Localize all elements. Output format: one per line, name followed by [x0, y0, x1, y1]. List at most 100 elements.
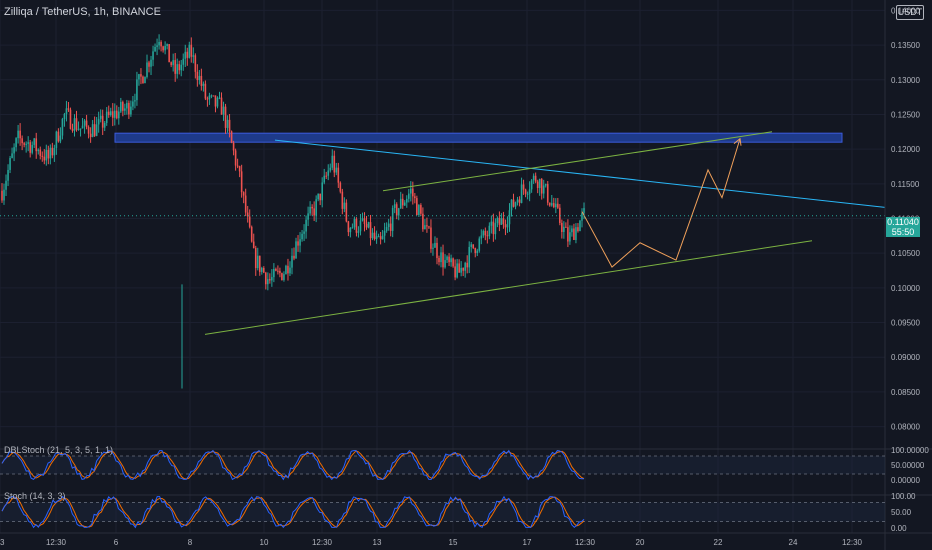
candle-body — [118, 111, 120, 119]
candle-body — [277, 270, 279, 272]
candle-body — [452, 258, 454, 267]
candle-body — [442, 252, 444, 268]
candle-body — [220, 97, 223, 115]
candle-body — [150, 59, 152, 67]
candle-body — [349, 227, 352, 233]
candle-body — [3, 189, 5, 201]
candle-body — [528, 189, 531, 194]
x-tick-label: 6 — [114, 538, 119, 547]
y-tick-label: 0.12500 — [891, 110, 920, 119]
candle-body — [248, 216, 251, 227]
candle-body — [508, 210, 511, 225]
ascending-support-line — [204, 240, 813, 335]
candle-body — [51, 147, 54, 156]
candle-body — [446, 256, 448, 261]
x-tick-label: 22 — [714, 538, 723, 547]
x-tick-label: 17 — [523, 538, 532, 547]
candle-body — [403, 202, 406, 206]
candle-body — [206, 98, 209, 100]
candle-body — [178, 64, 181, 71]
candle-body — [530, 180, 533, 190]
y-tick-label: 0.08000 — [891, 423, 920, 432]
dblstoch-label[interactable]: DBLStoch (21, 5, 3, 5, 1, 1) — [4, 445, 114, 455]
candle-body — [418, 205, 420, 215]
candle-body — [242, 192, 245, 196]
candle-body — [561, 222, 563, 232]
candle-body — [85, 120, 88, 128]
candle-body — [583, 208, 585, 213]
x-tick-label: 24 — [789, 538, 798, 547]
x-tick-label: 12:30 — [842, 538, 863, 547]
candle-body — [559, 207, 561, 223]
chart-title: Zilliqa / TetherUS, 1h, BINANCE — [4, 6, 161, 18]
candle-body — [228, 119, 231, 132]
candles — [1, 34, 585, 389]
candle-body — [111, 111, 114, 118]
candle-body — [186, 51, 189, 58]
candle-body — [77, 128, 80, 130]
candle-body — [375, 236, 378, 240]
candle-body — [563, 226, 565, 232]
candle-body — [510, 199, 513, 211]
currency-button[interactable]: USDT — [896, 5, 924, 20]
candle-body — [534, 175, 537, 182]
candle-body — [35, 138, 38, 152]
candle-body — [224, 106, 227, 128]
candle-body — [458, 263, 460, 273]
candle-body — [196, 71, 199, 81]
resistance-zone[interactable] — [114, 132, 843, 143]
candle-body — [472, 244, 475, 249]
candle-body — [65, 108, 68, 115]
candle-body — [61, 119, 64, 136]
candle-body — [194, 55, 197, 72]
candle-body — [238, 166, 241, 172]
candle-body — [567, 227, 569, 242]
candle-body — [428, 226, 430, 228]
candle-body — [393, 204, 396, 208]
candle-body — [434, 242, 436, 248]
candle-body — [55, 131, 58, 149]
candle-body — [490, 221, 493, 226]
candle-body — [7, 169, 9, 181]
candle-body — [405, 198, 408, 203]
candle-body — [97, 118, 100, 125]
stoch-label[interactable]: Stoch (14, 3, 3) — [4, 491, 66, 501]
candle-body — [154, 46, 156, 52]
candle-body — [532, 175, 535, 181]
candle-body — [385, 227, 388, 231]
candle-body — [410, 188, 412, 194]
candle-body — [466, 262, 468, 268]
candle-body — [105, 111, 108, 123]
candle-body — [285, 265, 287, 275]
candle-body — [548, 202, 551, 206]
candle-body — [299, 239, 301, 246]
projection-arrowhead — [733, 137, 742, 146]
candle-body — [482, 230, 485, 236]
candle-body — [188, 44, 191, 58]
time-axis: 3 12:30 6 8 10 12:30 13 15 17 12:30 20 22 24 12:30 — [0, 532, 932, 547]
candle-body — [45, 149, 48, 161]
candle-body — [136, 79, 138, 101]
candle-body — [313, 208, 315, 216]
candle-body — [339, 182, 342, 192]
candle-body — [87, 127, 90, 134]
candle-body — [412, 188, 414, 197]
candle-body — [448, 256, 450, 263]
candle-body — [269, 279, 271, 281]
candle-body — [23, 143, 25, 145]
candle-body — [184, 51, 187, 59]
candle-body — [486, 235, 489, 237]
candle-body — [79, 128, 82, 130]
candle-body — [496, 217, 499, 224]
candle-body — [275, 269, 277, 271]
descending-trendline — [274, 139, 886, 208]
candle-body — [69, 109, 72, 129]
candle-body — [5, 180, 7, 190]
candle-body — [73, 118, 76, 131]
candle-body — [271, 277, 273, 281]
candle-body — [63, 114, 66, 120]
stoch-k-line — [1, 449, 585, 481]
candle-body — [250, 226, 253, 242]
candle-body — [438, 258, 440, 263]
